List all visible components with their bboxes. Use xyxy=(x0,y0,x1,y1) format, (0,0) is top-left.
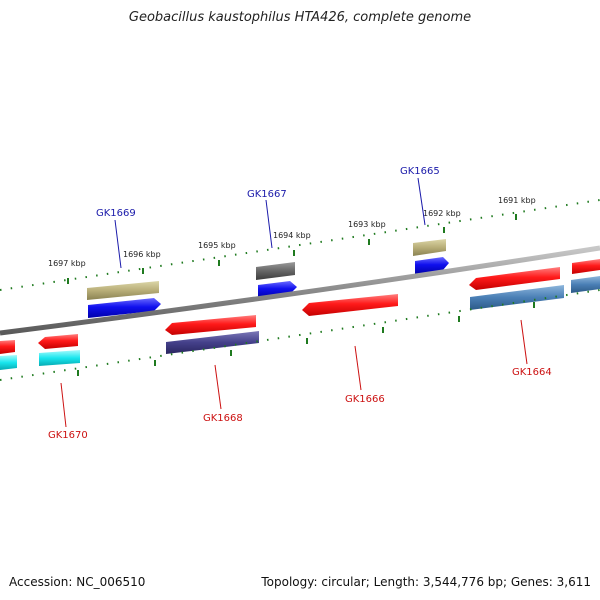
scale-label: 1693 kbp xyxy=(348,220,386,229)
gene-label[interactable]: GK1670 xyxy=(48,430,88,441)
gene-feature[interactable] xyxy=(0,355,17,370)
scale-label: 1692 kbp xyxy=(423,209,461,218)
gene-feature[interactable] xyxy=(87,281,159,300)
scale-labels: 1691 kbp 1692 kbp 1693 kbp 1694 kbp 1695… xyxy=(48,196,536,268)
gene-feature[interactable] xyxy=(0,340,15,354)
scale-label: 1697 kbp xyxy=(48,259,86,268)
gene-feature[interactable] xyxy=(571,276,600,293)
forward-gene-labels: GK1665 GK1667 GK1669 xyxy=(96,166,440,269)
forward-outer-row xyxy=(87,239,446,300)
label-leader xyxy=(60,382,67,428)
inner-tick-ring xyxy=(0,289,600,381)
genome-backbone xyxy=(0,245,600,336)
scale-label: 1691 kbp xyxy=(498,196,536,205)
gene-label[interactable]: GK1667 xyxy=(247,189,287,200)
gene-feature[interactable] xyxy=(572,259,600,274)
genome-summary-text: Topology: circular; Length: 3,544,776 bp… xyxy=(261,575,591,589)
gene-feature[interactable] xyxy=(39,350,80,366)
label-leader xyxy=(520,319,528,365)
gene-feature[interactable] xyxy=(469,267,560,290)
accession-text: Accession: NC_006510 xyxy=(9,575,146,589)
reverse-inner-row xyxy=(0,276,600,370)
gene-feature[interactable] xyxy=(165,315,256,335)
gene-feature[interactable] xyxy=(38,334,78,349)
label-leader xyxy=(214,364,222,410)
gene-feature[interactable] xyxy=(166,331,259,354)
gene-label[interactable]: GK1669 xyxy=(96,208,136,219)
scale-label: 1695 kbp xyxy=(198,241,236,250)
inner-minor-ticks xyxy=(0,289,600,381)
gene-label[interactable]: GK1664 xyxy=(512,367,552,378)
map-title: Geobacillus kaustophilus HTA426, complet… xyxy=(128,10,472,25)
gene-feature[interactable] xyxy=(256,262,295,280)
gene-feature[interactable] xyxy=(302,294,398,316)
scale-label: 1694 kbp xyxy=(273,231,311,240)
gene-label[interactable]: GK1666 xyxy=(345,394,385,405)
gene-feature[interactable] xyxy=(415,257,449,274)
gene-feature[interactable] xyxy=(470,285,564,310)
label-leader xyxy=(354,345,362,391)
gene-label[interactable]: GK1668 xyxy=(203,413,243,424)
reverse-outer-row xyxy=(0,267,560,354)
label-leader xyxy=(114,219,122,269)
scale-label: 1696 kbp xyxy=(123,250,161,259)
gene-feature[interactable] xyxy=(413,239,446,256)
outer-minor-ticks xyxy=(0,199,600,291)
label-leader xyxy=(417,177,426,226)
reverse-gene-labels: GK1664 GK1666 GK1668 GK1670 xyxy=(48,319,552,441)
gene-feature[interactable] xyxy=(88,298,161,318)
gene-label[interactable]: GK1665 xyxy=(400,166,440,177)
label-leader xyxy=(265,199,273,249)
outer-tick-ring xyxy=(0,199,600,291)
